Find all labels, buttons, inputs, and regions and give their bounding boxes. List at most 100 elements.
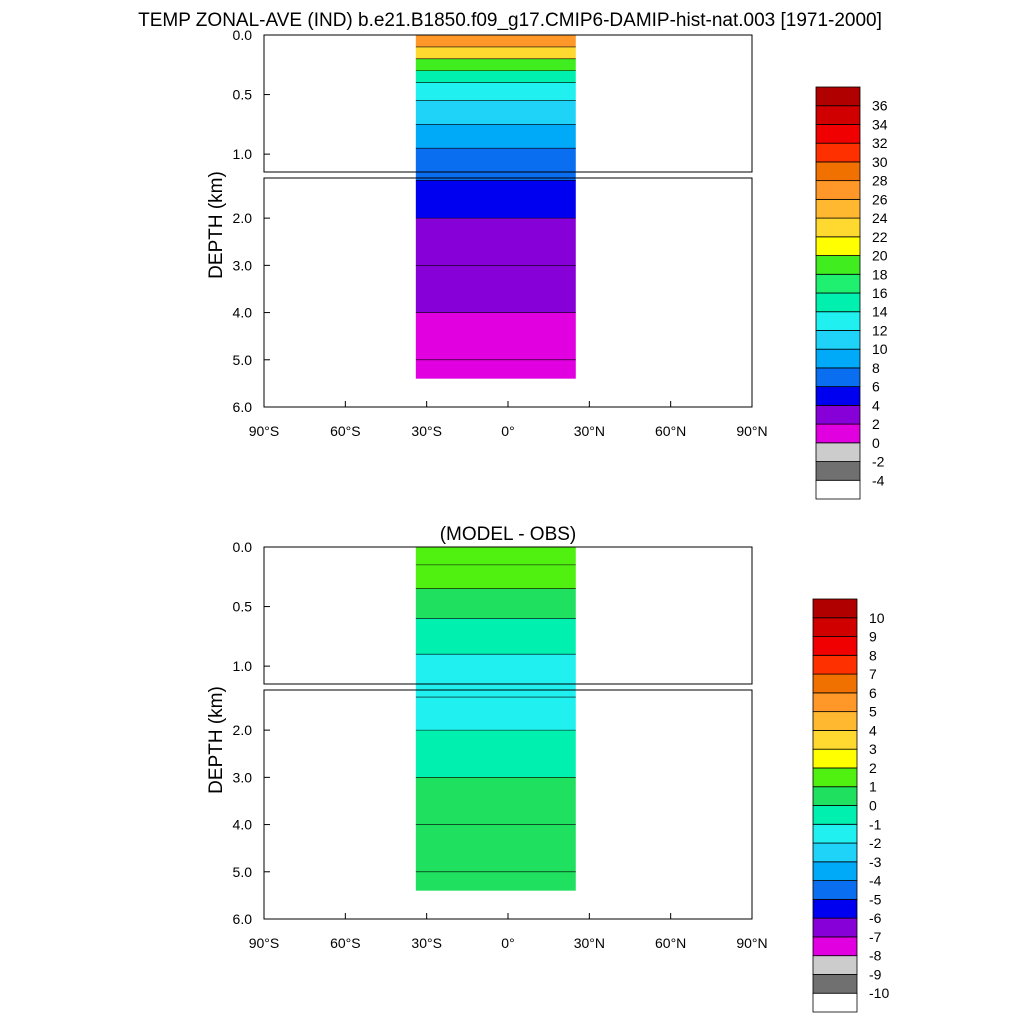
colorbar-label: 32 — [872, 135, 888, 151]
field-band — [415, 730, 576, 778]
field-band — [415, 70, 576, 83]
colorbar-label: 6 — [872, 379, 880, 395]
colorbar-swatch — [812, 748, 858, 769]
colorbar-swatch — [815, 217, 861, 238]
colorbar-label: 16 — [872, 285, 888, 301]
colorbar-swatch — [812, 842, 858, 863]
colorbar-swatch — [812, 711, 858, 731]
field-band — [415, 148, 576, 172]
colorbar-swatch — [812, 598, 858, 619]
colorbar-label: 10 — [869, 610, 885, 626]
x-tick-label: 0° — [501, 935, 514, 951]
colorbar-label: -6 — [869, 910, 882, 926]
y-tick-label: 6.0 — [233, 399, 253, 415]
colorbar-swatch — [812, 823, 858, 844]
colorbar-label: 2 — [872, 416, 880, 432]
field-band — [415, 46, 576, 59]
colorbar-swatch — [812, 636, 858, 656]
figure-title: TEMP ZONAL-AVE (IND) b.e21.B1850.f09_g17… — [138, 10, 882, 31]
field-band — [415, 777, 576, 825]
y-tick-label: 0.5 — [233, 599, 253, 615]
x-tick-label: 60°N — [655, 423, 686, 439]
colorbar-swatch — [815, 442, 861, 462]
field-band — [415, 588, 576, 619]
y-tick-label: 0.0 — [233, 27, 253, 43]
y-tick-label: 3.0 — [233, 769, 253, 785]
colorbar-swatch — [815, 367, 861, 388]
colorbar-label: -8 — [869, 948, 882, 964]
data-field — [415, 546, 576, 891]
colorbar-label: -4 — [869, 873, 882, 889]
colorbar-label: 8 — [872, 360, 880, 376]
colorbar-label: 9 — [869, 629, 877, 645]
x-tick-label: 60°S — [330, 423, 361, 439]
y-tick-label: 5.0 — [233, 352, 253, 368]
colorbar-swatch — [815, 311, 861, 331]
upper-frame — [263, 34, 753, 173]
y-axis-label: DEPTH (km) — [206, 171, 227, 279]
x-tick-label: 30°N — [574, 935, 605, 951]
colorbar-swatch — [815, 423, 861, 444]
colorbar-label: 10 — [872, 341, 888, 357]
colorbar-label: 14 — [872, 304, 888, 320]
x-tick-label: 90°N — [736, 423, 767, 439]
colorbar-swatch — [815, 292, 861, 313]
colorbar-swatch — [815, 236, 861, 256]
colorbar-swatch — [812, 805, 858, 825]
y-tick-label: 4.0 — [233, 305, 253, 321]
colorbar-swatch — [815, 479, 861, 500]
colorbar-label: -7 — [869, 929, 882, 945]
x-tick-label: 30°N — [574, 423, 605, 439]
colorbar-label: 18 — [872, 266, 888, 282]
colorbar-swatch — [815, 273, 861, 294]
field-band — [415, 824, 576, 872]
colorbar-label: -1 — [869, 816, 882, 832]
y-tick-label: 0.0 — [233, 539, 253, 555]
colorbar-swatch — [812, 974, 858, 994]
y-axis-label: DEPTH (km) — [206, 686, 227, 794]
y-tick-label: 3.0 — [233, 257, 253, 273]
colorbar-swatch — [812, 692, 858, 713]
colorbar-label: 28 — [872, 173, 888, 189]
colorbar-label: 36 — [872, 98, 888, 114]
field-band — [415, 654, 576, 684]
colorbar-swatch — [815, 105, 861, 125]
colorbar-label: 0 — [872, 435, 880, 451]
colorbar-swatch — [815, 161, 861, 182]
colorbar-swatch — [815, 330, 861, 350]
colorbar-swatch — [812, 936, 858, 957]
colorbar-swatch — [815, 255, 861, 275]
colorbar-label: 7 — [869, 666, 877, 682]
colorbar-swatch — [815, 198, 861, 219]
panels: 0.00.51.02.03.04.05.06.090°S 60°S 30°S 0° 30… — [206, 27, 889, 1013]
x-tick-label: 90°S — [249, 935, 280, 951]
colorbar-label: 6 — [869, 685, 877, 701]
y-tick-label: 2.0 — [233, 210, 253, 226]
colorbar-swatch — [812, 880, 858, 900]
colorbar-label: 26 — [872, 191, 888, 207]
colorbar-label: 24 — [872, 210, 888, 226]
colorbar-label: -2 — [872, 454, 885, 470]
upper-frame — [263, 546, 753, 685]
field-band — [415, 124, 576, 149]
x-tick-label: 60°S — [330, 935, 361, 951]
colorbar-swatch — [815, 386, 861, 406]
colorbar-swatch — [815, 86, 861, 107]
colorbar-swatch — [812, 730, 858, 750]
colorbar-swatch — [812, 917, 858, 938]
data-field — [415, 34, 576, 379]
panel-bottom: 0.00.51.02.03.04.05.06.090°S 60°S 30°S 0° 30… — [206, 524, 889, 1013]
colorbar-label: 8 — [869, 647, 877, 663]
field-band — [415, 100, 576, 125]
x-tick-label: 30°S — [411, 935, 442, 951]
field-band — [415, 172, 576, 181]
y-tick-label: 5.0 — [233, 864, 253, 880]
panel-title: (MODEL - OBS) — [440, 524, 577, 545]
colorbar-label: 4 — [869, 722, 877, 738]
colorbar-swatch — [815, 404, 861, 425]
field-band — [415, 359, 576, 379]
colorbar-swatch — [815, 142, 861, 163]
colorbar-swatch — [815, 124, 861, 144]
colorbar-label: 30 — [872, 154, 888, 170]
